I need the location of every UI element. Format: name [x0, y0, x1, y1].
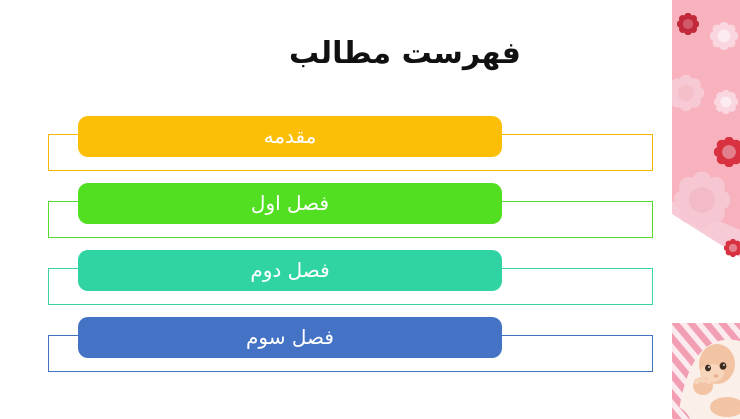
flower-icon	[710, 22, 738, 50]
baby-photo	[672, 323, 740, 419]
flower-icon	[677, 13, 699, 35]
toc-button-chapter-1[interactable]: فصل اول	[78, 183, 502, 224]
pink-panel	[672, 0, 740, 231]
toc-button-introduction[interactable]: مقدمه	[78, 116, 502, 157]
flower-icon	[674, 172, 730, 228]
toc-button-chapter-2[interactable]: فصل دوم	[78, 250, 502, 291]
page-title: فهرست مطالب	[289, 36, 521, 71]
toc-button-chapter-3[interactable]: فصل سوم	[78, 317, 502, 358]
decorative-sidebar	[672, 0, 740, 419]
flower-icon	[714, 90, 738, 114]
